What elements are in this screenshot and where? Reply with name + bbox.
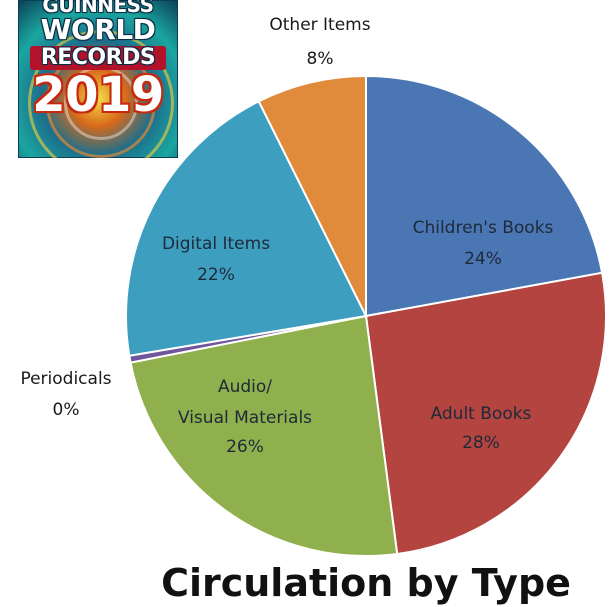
slice-label-other-items-name: Other Items: [269, 15, 370, 35]
slice-label-adult-books-percent: 28%: [462, 433, 500, 453]
pie-slices: [126, 76, 606, 556]
slice-label-childrens-books-name: Children's Books: [413, 218, 554, 238]
slice-label-adult-books-name: Adult Books: [431, 404, 532, 424]
slice-label-digital-items-percent: 22%: [197, 265, 235, 285]
slice-label-digital-items-name: Digital Items: [162, 234, 270, 254]
slice-label-audio-visual-name-line2: Visual Materials: [178, 408, 312, 428]
slice-label-audio-visual-percent: 26%: [226, 437, 264, 457]
chart-title: Circulation by Type: [161, 561, 571, 605]
slice-label-periodicals-percent: 0%: [53, 400, 80, 420]
slice-label-periodicals-name: Periodicals: [20, 369, 111, 389]
slice-label-other-items-percent: 8%: [307, 49, 334, 69]
slice-label-audio-visual-name-line1: Audio/: [218, 377, 272, 397]
slice-label-childrens-books-percent: 24%: [464, 249, 502, 269]
